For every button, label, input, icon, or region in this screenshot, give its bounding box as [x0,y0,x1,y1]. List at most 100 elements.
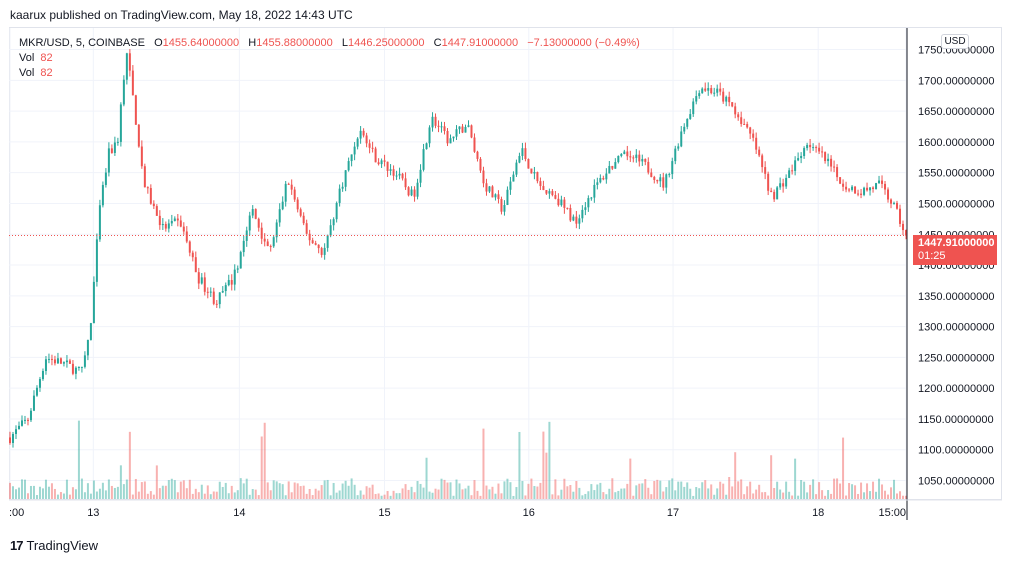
legend-high-value: 1455.88000000 [256,37,333,49]
candle-body [395,175,398,177]
candle-body [179,220,182,227]
candle-body [149,188,152,204]
time-axis: :00 13 14 15 16 17 18 15:00 [9,507,906,519]
candle-body [857,193,860,195]
candle-body [779,183,782,188]
candle-body [572,216,575,221]
y-tick-label: 1700.00000000 [918,75,994,87]
volume-bar [713,494,716,499]
volume-bar [536,486,539,499]
candle-body [521,148,524,156]
candle-body [233,269,236,285]
candle-body [767,173,770,191]
legend-low-label: L [341,37,349,49]
volume-bar [227,493,230,499]
volume-bar [788,491,791,499]
volume-bar [512,495,515,499]
volume-bar [230,485,233,499]
volume-bar [164,485,167,499]
candle-body [62,362,65,364]
candle-body [284,183,287,202]
volume-bar [842,437,845,499]
volume-bar [80,478,83,499]
volume-bar [767,495,770,499]
candle-body [680,131,683,147]
candle-body [398,173,401,176]
candle-body [158,215,161,226]
volume-bar [347,485,350,499]
volume-bar [326,479,329,499]
volume-bar [218,481,221,499]
candle-body [818,147,821,152]
volume-bar [242,483,245,499]
candle-body [389,169,392,171]
candle-body [374,148,377,163]
candle-body [752,133,755,138]
candle-body [392,169,395,176]
candle-body [56,358,59,364]
volume-bar [860,482,863,499]
candle-body [731,102,734,107]
candle-body [527,159,530,169]
currency-button[interactable]: USD [941,34,969,49]
volume-bar [323,480,326,499]
candle-body [371,147,374,149]
volume-bar [413,492,416,499]
x-tick-label: 13 [87,507,99,519]
volume-bar [266,482,269,499]
candle-body [137,124,140,147]
volume-bar [776,481,779,499]
candle-body [674,148,677,162]
candle-body [746,124,749,128]
publish-line: kaarux published on TradingView.com, May… [10,8,353,22]
volume-bar [95,491,98,499]
candle-body [620,154,623,156]
y-tick-label: 1300.00000000 [918,322,994,334]
candle-body [35,387,38,396]
volume-bar [119,465,122,499]
volume-bar [311,495,314,499]
volume-bar [293,482,296,499]
volume-bar [398,493,401,499]
volume-bar [308,488,311,499]
volume-bar [197,492,200,499]
candle-body [698,93,701,97]
candle-body [902,223,905,231]
candle-body [443,126,446,131]
candle-body [875,183,878,190]
candle-body [824,152,827,162]
volume-bar [773,487,776,499]
candle-body [344,170,347,187]
candle-body [152,203,155,207]
candle-body [539,181,542,187]
candle-body [848,189,851,191]
candle-body [509,181,512,190]
candle-body [326,235,329,248]
volume-bar [794,458,797,499]
volume-bar [152,494,155,499]
volume-bar [881,484,884,499]
candle-body [161,223,164,226]
volume-bar [473,480,476,499]
volume-bar [521,480,524,499]
candle-body [491,186,494,198]
volume-bar [581,495,584,499]
candle-body [272,237,275,247]
volume-bar [245,478,248,499]
tradingview-brand[interactable]: 17 TradingView [10,538,98,553]
volume-bar [542,431,545,499]
volume-bar [281,484,284,499]
volume-bar [746,486,749,499]
candle-body [797,158,800,161]
volume-bar [302,485,305,499]
volume-bar [392,490,395,499]
volume-bar [71,487,74,499]
volume-bar [500,493,503,499]
candle-body [617,155,620,163]
volume-bar [626,483,629,499]
candle-body [197,272,200,284]
candle-body [125,53,128,80]
candle-body [632,157,635,159]
volume-bar [68,494,71,499]
